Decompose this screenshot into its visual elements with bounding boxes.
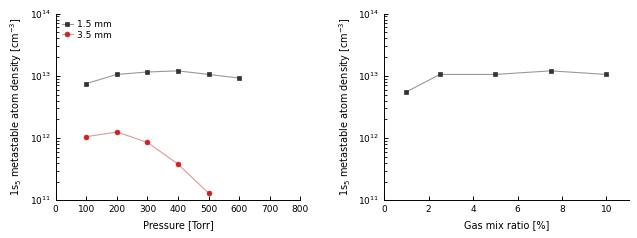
Line: 3.5 mm: 3.5 mm bbox=[84, 129, 211, 196]
Y-axis label: 1s$_5$ metastable atom density [cm$^{-3}$]: 1s$_5$ metastable atom density [cm$^{-3}… bbox=[8, 18, 24, 196]
1.5 mm bbox=[113, 73, 120, 76]
1.5 mm bbox=[82, 82, 90, 85]
1.5 mm bbox=[143, 70, 151, 73]
Line: 1.5 mm: 1.5 mm bbox=[84, 68, 241, 86]
1.5 mm bbox=[174, 69, 182, 72]
3.5 mm bbox=[174, 163, 182, 166]
3.5 mm bbox=[143, 141, 151, 144]
X-axis label: Pressure [Torr]: Pressure [Torr] bbox=[143, 220, 213, 230]
3.5 mm bbox=[82, 135, 90, 138]
3.5 mm bbox=[113, 131, 120, 134]
Legend: 1.5 mm, 3.5 mm: 1.5 mm, 3.5 mm bbox=[61, 18, 113, 41]
X-axis label: Gas mix ratio [%]: Gas mix ratio [%] bbox=[464, 220, 549, 230]
1.5 mm bbox=[204, 73, 212, 76]
1.5 mm bbox=[235, 77, 243, 79]
Y-axis label: 1s$_5$ metastable atom density [cm$^{-3}$]: 1s$_5$ metastable atom density [cm$^{-3}… bbox=[337, 18, 352, 196]
3.5 mm bbox=[204, 192, 212, 195]
